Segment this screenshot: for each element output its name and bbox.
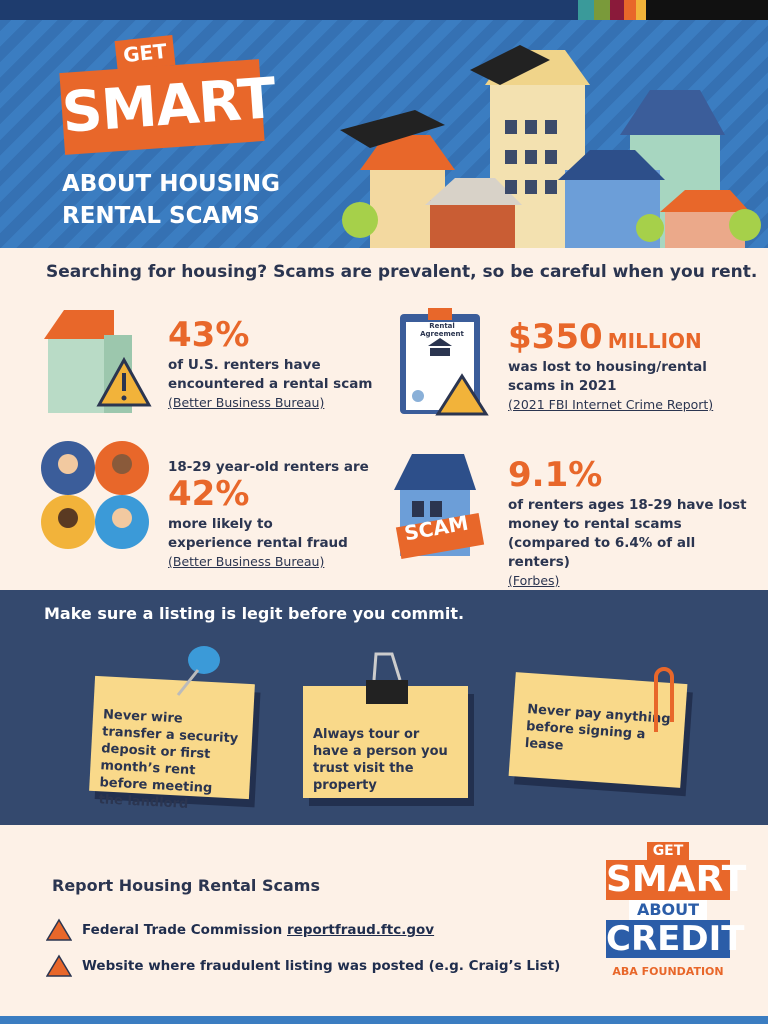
- stat-value: $350: [508, 317, 603, 357]
- top-bar: [0, 0, 768, 20]
- color-block: [578, 0, 594, 20]
- stat-source: (Forbes): [508, 573, 560, 588]
- stat-value: 43%: [168, 315, 250, 355]
- color-block: [636, 0, 646, 20]
- subtitle: ABOUT HOUSING RENTAL SCAMS: [62, 168, 280, 232]
- stat-text: was lost to housing/rental scams in 2021: [508, 359, 707, 394]
- house-warning-icon: [44, 310, 152, 413]
- stat-value: 9.1%: [508, 455, 603, 495]
- stat-unit: MILLION: [607, 329, 702, 353]
- paperclip-icon: [654, 667, 674, 732]
- pushpin-icon: [176, 646, 220, 696]
- stat-text: more likely to experience rental fraud: [168, 516, 348, 551]
- color-block: [646, 0, 768, 20]
- stat-source: (Better Business Bureau): [168, 554, 325, 569]
- logo-line: SMART: [606, 859, 747, 900]
- report-item: Federal Trade Commission reportfraud.ftc…: [82, 922, 434, 938]
- intro: Searching for housing? Scams are prevale…: [46, 262, 758, 282]
- stat-text: of U.S. renters have encountered a renta…: [168, 357, 373, 392]
- report-item: Website where fraudulent listing was pos…: [82, 958, 561, 974]
- color-block: [594, 0, 610, 20]
- binder-clip-icon: [366, 652, 408, 704]
- badge-main: SMART: [59, 59, 277, 155]
- bottom-bar: [0, 1016, 768, 1024]
- color-block: [624, 0, 636, 20]
- stat: 18-29 year-old renters are 42% more like…: [168, 458, 378, 571]
- stat: 9.1% of renters ages 18-29 have lost mon…: [508, 458, 748, 590]
- report-title: Report Housing Rental Scams: [52, 876, 320, 895]
- houses-illustration: [340, 45, 761, 248]
- agreement-label: Rental Agreement: [420, 322, 464, 338]
- scam-house-icon: [394, 454, 485, 560]
- logo: GET SMART ABOUT CREDIT ABA FOUNDATION: [606, 842, 747, 978]
- logo-line: ABOUT: [628, 900, 708, 920]
- stat: 43% of U.S. renters have encountered a r…: [168, 318, 378, 412]
- agreement-icon: [400, 308, 489, 416]
- report-link[interactable]: reportfraud.ftc.gov: [287, 922, 435, 938]
- report-text: Federal Trade Commission: [82, 922, 283, 938]
- subtitle-line: ABOUT HOUSING: [62, 171, 280, 197]
- stat-source: (2021 FBI Internet Crime Report): [508, 397, 714, 412]
- tips-title: Make sure a listing is legit before you …: [44, 604, 465, 623]
- subtitle-line: RENTAL SCAMS: [62, 203, 260, 229]
- stat-source: (Better Business Bureau): [168, 395, 325, 410]
- stat: $350 MILLION was lost to housing/rental …: [508, 320, 738, 414]
- stat-text: of renters ages 18-29 have lost money to…: [508, 497, 747, 570]
- warning-icons: [46, 918, 72, 977]
- sticky-note: Always tour or have a person you trust v…: [303, 686, 468, 798]
- stat-lead: 18-29 year-old renters are: [168, 459, 369, 475]
- logo-org: ABA FOUNDATION: [612, 965, 724, 978]
- stat-value: 42%: [168, 474, 250, 514]
- people-icon: [41, 441, 149, 549]
- color-block: [610, 0, 624, 20]
- logo-line: GET: [646, 842, 690, 860]
- logo-line: CREDIT: [606, 919, 745, 959]
